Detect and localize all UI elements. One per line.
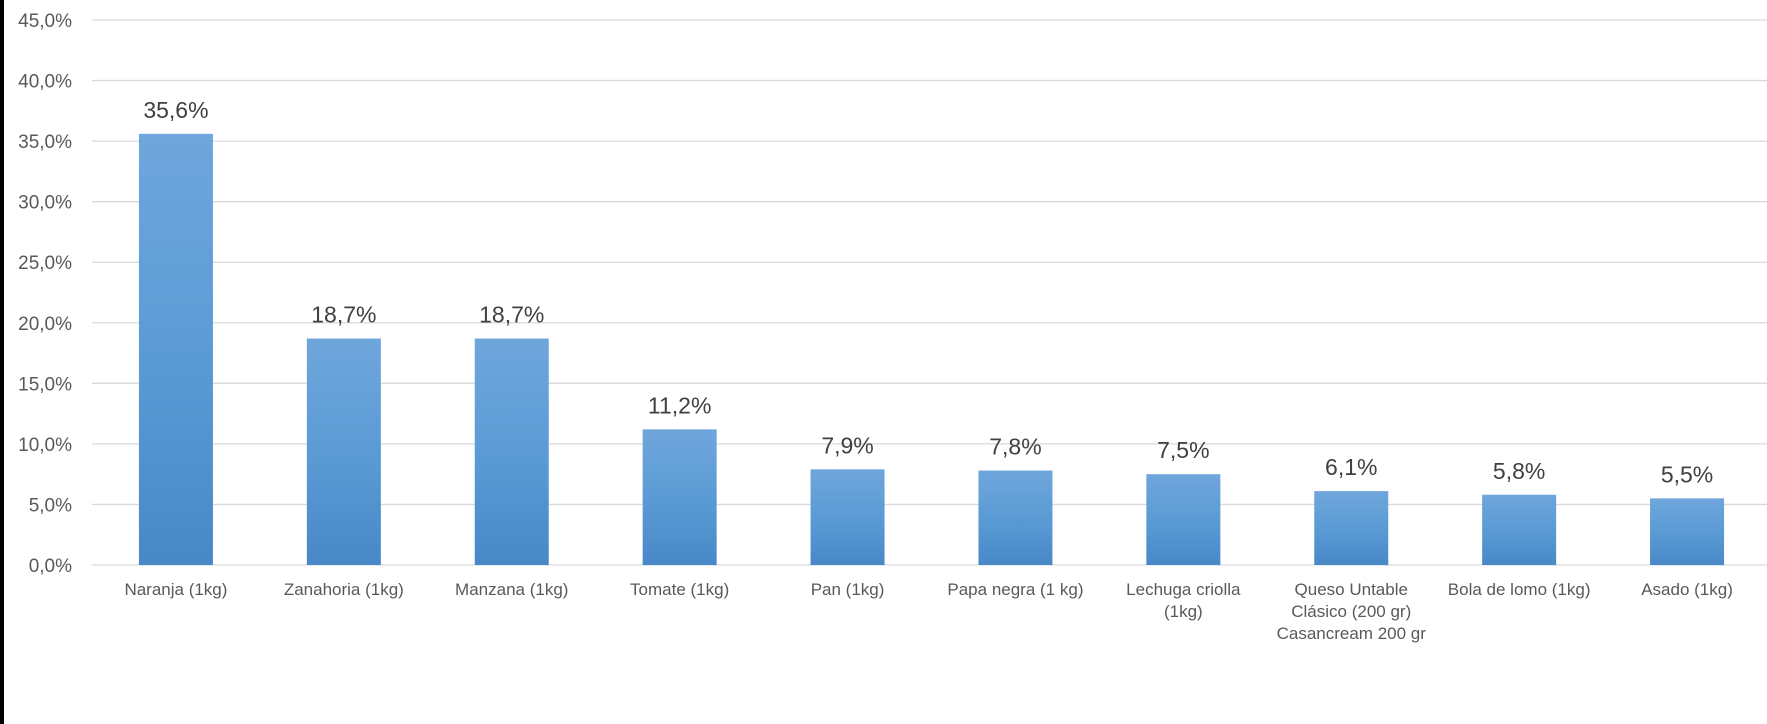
data-label: 35,6% bbox=[143, 97, 208, 123]
category-label: Bola de lomo (1kg) bbox=[1448, 580, 1591, 599]
category-label: Tomate (1kg) bbox=[630, 580, 729, 599]
category-label: Lechuga criolla (1kg) bbox=[1126, 580, 1241, 621]
y-tick-label: 20,0% bbox=[18, 314, 72, 335]
bar bbox=[642, 429, 717, 565]
y-tick-label: 30,0% bbox=[18, 193, 72, 214]
bar bbox=[138, 133, 213, 565]
y-tick-label: 10,0% bbox=[18, 435, 72, 456]
bar bbox=[1146, 474, 1221, 565]
bar bbox=[474, 338, 549, 565]
bars bbox=[138, 133, 1725, 565]
data-label: 7,9% bbox=[821, 432, 873, 458]
y-tick-label: 45,0% bbox=[18, 11, 72, 32]
data-label: 7,8% bbox=[989, 434, 1041, 460]
bar bbox=[1482, 494, 1557, 565]
category-label: Papa negra (1 kg) bbox=[947, 580, 1083, 599]
data-label: 5,5% bbox=[1661, 461, 1713, 487]
bar bbox=[810, 469, 885, 565]
data-label: 5,8% bbox=[1493, 458, 1545, 484]
bar-chart: 0,0% 5,0% 10,0% 15,0% 20,0% 25,0% 30,0% 35,0% 40… bbox=[18, 11, 1767, 643]
y-tick-label: 5,0% bbox=[29, 495, 72, 516]
y-axis-tick-labels: 0,0% 5,0% 10,0% 15,0% 20,0% 25,0% 30,0% 35,0% 40… bbox=[18, 11, 72, 577]
bar bbox=[1650, 498, 1725, 565]
category-label: Queso Untable Clásico (200 gr) Casancream … bbox=[1277, 580, 1427, 643]
data-label: 6,1% bbox=[1325, 454, 1377, 480]
category-label: Pan (1kg) bbox=[811, 580, 885, 599]
category-label: Asado (1kg) bbox=[1641, 580, 1733, 599]
y-tick-label: 35,0% bbox=[18, 132, 72, 153]
y-tick-label: 40,0% bbox=[18, 72, 72, 93]
y-tick-label: 0,0% bbox=[29, 556, 72, 577]
bar bbox=[1314, 491, 1389, 565]
category-label: Manzana (1kg) bbox=[455, 580, 568, 599]
bar bbox=[306, 338, 381, 565]
y-tick-label: 25,0% bbox=[18, 253, 72, 274]
data-label: 18,7% bbox=[479, 302, 544, 328]
bar bbox=[978, 470, 1053, 565]
data-label: 11,2% bbox=[648, 392, 712, 418]
y-tick-label: 15,0% bbox=[18, 374, 72, 395]
category-label: Naranja (1kg) bbox=[124, 580, 227, 599]
data-labels: 35,6% 18,7% 18,7% 11,2% 7,9% 7,8% 7,5% 6,1% 5,8%… bbox=[143, 97, 1713, 488]
data-label: 18,7% bbox=[311, 302, 376, 328]
data-label: 7,5% bbox=[1157, 437, 1209, 463]
category-label: Zanahoria (1kg) bbox=[284, 580, 404, 599]
x-axis-category-labels: Naranja (1kg) Zanahoria (1kg) Manzana (1kg… bbox=[124, 580, 1732, 643]
